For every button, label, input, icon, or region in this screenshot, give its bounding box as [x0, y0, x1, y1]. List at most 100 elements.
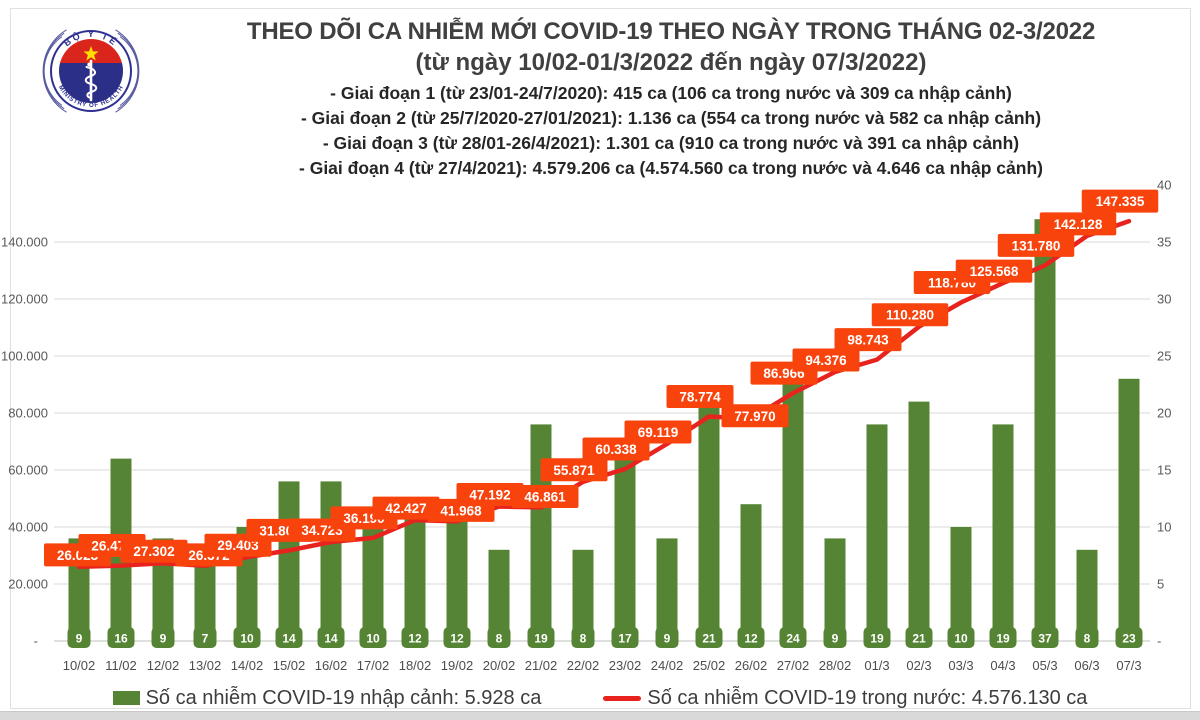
x-axis-date-label: 10/02: [63, 658, 96, 673]
line-point-label: 77.970: [734, 409, 775, 424]
combo-chart: 9 16 9 7 10 14 14 10 12 12 8 19 8 17 9 21 12 24 9 19 21 10 19 3…: [1, 178, 1171, 674]
line-point-label-box: [997, 233, 1075, 257]
bar: [908, 401, 930, 641]
line-point-label: 29.403: [217, 538, 259, 553]
bar: [698, 401, 720, 641]
left-axis-tick: 20.000: [8, 577, 48, 592]
header: THEO DÕI CA NHIỄM MỚI COVID-19 THEO NGÀY…: [150, 16, 1192, 181]
x-axis-date-label: 21/02: [525, 658, 558, 673]
phase-2-note: - Giai đoạn 2 (từ 25/7/2020-27/01/2021):…: [300, 108, 1042, 128]
bar-value-label: 9: [160, 632, 167, 646]
x-axis-date-label: 23/02: [609, 658, 642, 673]
bar-value-label-box: [863, 627, 891, 648]
bar-value-label-box: [779, 627, 807, 648]
bottom-gray-band: [0, 711, 1200, 720]
line-point-label: 98.743: [847, 333, 889, 348]
line-point-label: 131.780: [1012, 238, 1061, 253]
bar-value-label: 12: [450, 632, 464, 646]
bar: [950, 527, 972, 641]
right-axis-tick: 30: [1157, 292, 1171, 307]
x-axis-date-label: 17/02: [357, 658, 390, 673]
line-point-label-box: [1039, 212, 1117, 236]
x-axis-date-label: 22/02: [567, 658, 600, 673]
line-point-label-box: [511, 484, 579, 508]
line-point-label: 27.302: [133, 544, 174, 559]
x-axis-date-label: 07/3: [1116, 658, 1141, 673]
line-point-label: 55.871: [553, 463, 595, 478]
bar-value-label: 10: [240, 632, 254, 646]
bar-value-label: 9: [832, 632, 839, 646]
bar-value-label: 7: [202, 632, 209, 646]
bar-value-label-box: [1115, 627, 1143, 648]
bar-value-label-box: [443, 627, 471, 648]
left-axis-tick: 80.000: [8, 406, 48, 421]
right-axis-tick: 25: [1157, 349, 1171, 364]
left-axis-tick: 120.000: [1, 292, 48, 307]
bar-value-label-box: [571, 627, 595, 648]
x-axis-date-label: 25/02: [693, 658, 726, 673]
right-axis-tick: 10: [1157, 520, 1171, 535]
bar: [320, 481, 342, 641]
line-point-label: 94.376: [805, 353, 847, 368]
x-axis-date-label: 28/02: [819, 658, 852, 673]
bar-series-swatch-icon: [112, 691, 140, 705]
line-point-label-box: [721, 404, 789, 428]
bar-value-label: 24: [786, 632, 800, 646]
bar: [362, 527, 384, 641]
line-point-label: 42.427: [385, 501, 426, 516]
bar-value-label-box: [359, 627, 387, 648]
bar-value-label-box: [107, 627, 135, 648]
bar-value-label-box: [905, 627, 933, 648]
bar: [1076, 549, 1098, 641]
bar-value-label-box: [401, 627, 429, 648]
x-axis-date-label: 11/02: [105, 658, 137, 673]
x-axis-date-label: 14/02: [231, 658, 264, 673]
bar-value-label: 9: [76, 632, 83, 646]
line-point-label: 69.119: [638, 425, 679, 440]
bar-value-label: 37: [1038, 632, 1052, 646]
left-axis-tick: -: [34, 634, 38, 649]
logo-wing-lines: [42, 29, 140, 113]
bar-value-label: 10: [366, 632, 380, 646]
phase-1-note: - Giai đoạn 1 (từ 23/01-24/7/2020): 415 …: [330, 83, 1012, 103]
line-point-label: 46.861: [524, 489, 566, 504]
right-axis-tick: 5: [1157, 577, 1164, 592]
left-axis-tick: 100.000: [1, 349, 48, 364]
bar-value-label: 21: [912, 632, 926, 646]
bar: [488, 549, 510, 641]
bar-value-label: 8: [496, 632, 503, 646]
bar-value-label: 19: [870, 632, 884, 646]
legend-item-imported: Số ca nhiễm COVID-19 nhập cảnh: 5.928 ca: [112, 687, 541, 710]
line-point-label-box: [372, 496, 440, 520]
line-series-label: Số ca nhiễm COVID-19 trong nước: 4.576.1…: [647, 686, 1088, 709]
phase-notes: - Giai đoạn 1 (từ 23/01-24/7/2020): 415 …: [150, 81, 1192, 181]
x-axis-date-label: 24/02: [651, 658, 684, 673]
bar-value-label: 21: [702, 632, 716, 646]
bar-value-label-box: [989, 627, 1017, 648]
bar-value-label-box: [947, 627, 975, 648]
bar: [530, 424, 552, 641]
bar: [656, 538, 678, 641]
bar-value-label: 19: [996, 632, 1010, 646]
bar-value-label-box: [1031, 627, 1059, 648]
line-point-label-box: [624, 420, 692, 444]
bar-value-label: 23: [1122, 632, 1136, 646]
line-point-label-box: [666, 384, 734, 408]
x-axis-date-label: 27/02: [777, 658, 810, 673]
bar-value-label: 10: [954, 632, 968, 646]
bar-value-label-box: [737, 627, 765, 648]
bar: [194, 561, 216, 641]
bar: [614, 447, 636, 641]
line-point-label: 47.192: [469, 488, 510, 503]
bar: [1034, 219, 1056, 641]
ministry-of-health-logo: BỘ Y TẾ MINISTRY OF HEALTH: [42, 29, 140, 113]
right-axis-tick: 15: [1157, 463, 1171, 478]
bar-value-label: 8: [580, 632, 587, 646]
line-point-label: 78.774: [679, 389, 721, 404]
page-title: THEO DÕI CA NHIỄM MỚI COVID-19 THEO NGÀY…: [246, 18, 1096, 45]
bar: [992, 424, 1014, 641]
x-axis-date-label: 05/3: [1032, 658, 1057, 673]
right-axis-tick: -: [1157, 634, 1161, 649]
bar-value-label-box: [67, 627, 91, 648]
